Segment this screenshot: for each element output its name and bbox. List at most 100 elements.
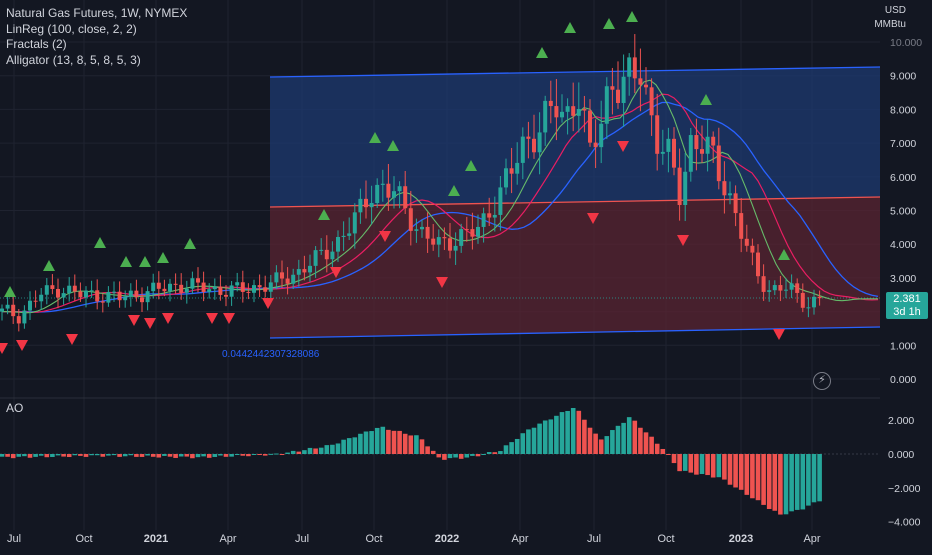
fractal-down-marker bbox=[16, 340, 28, 351]
candle-body bbox=[772, 285, 777, 291]
ao-bar bbox=[156, 454, 162, 458]
candle-body bbox=[229, 285, 234, 297]
ao-bar bbox=[391, 430, 397, 454]
ao-bar bbox=[475, 454, 481, 457]
candle-body bbox=[84, 290, 88, 298]
ao-bar bbox=[307, 447, 313, 454]
ao-bar bbox=[660, 448, 666, 454]
ao-bar bbox=[279, 454, 285, 455]
currency-unit: USD bbox=[884, 5, 906, 16]
candle-body bbox=[207, 289, 212, 293]
candle-body bbox=[268, 282, 273, 292]
candle-body bbox=[397, 186, 402, 192]
candle-body bbox=[616, 89, 620, 104]
symbol-title[interactable]: Natural Gas Futures, 1W, NYMEX bbox=[6, 6, 188, 20]
fractal-up-marker bbox=[120, 256, 132, 267]
ao-bar bbox=[738, 454, 744, 490]
candle-body bbox=[492, 214, 497, 218]
ao-bar bbox=[744, 454, 750, 495]
ao-bar bbox=[509, 442, 514, 454]
ao-bar bbox=[755, 454, 761, 501]
ao-bar bbox=[150, 454, 156, 457]
ao-tick-label: 0.000 bbox=[888, 449, 914, 461]
candle-body bbox=[151, 282, 156, 292]
candle-body bbox=[358, 198, 363, 213]
candle-body bbox=[627, 57, 632, 77]
candle-body bbox=[280, 272, 284, 279]
ao-bar bbox=[274, 453, 279, 455]
ao-bar bbox=[548, 419, 554, 454]
fractals-label[interactable]: Fractals (2) bbox=[6, 37, 67, 51]
candle-body bbox=[308, 265, 312, 273]
candle-body bbox=[436, 237, 441, 245]
ao-bar bbox=[542, 420, 548, 454]
ao-bar bbox=[520, 433, 526, 454]
candle-body bbox=[817, 296, 822, 299]
time-tick-label: Apr bbox=[803, 533, 820, 545]
candle-body bbox=[700, 149, 704, 154]
ao-bar bbox=[425, 446, 430, 454]
last-price-badge: 2.381 3d 1h bbox=[886, 292, 928, 319]
candle-body bbox=[632, 57, 637, 79]
ao-bar bbox=[335, 443, 341, 454]
ao-bar bbox=[486, 452, 492, 454]
price-tick-label: 4.000 bbox=[890, 239, 916, 251]
time-tick-label: Jul bbox=[7, 533, 21, 545]
fractal-up-marker bbox=[387, 140, 399, 151]
ao-bar bbox=[503, 445, 509, 454]
ao-bar bbox=[246, 454, 251, 457]
linreg-label[interactable]: LinReg (100, close, 2, 2) bbox=[6, 21, 137, 36]
candle-body bbox=[33, 300, 38, 302]
candle-body bbox=[61, 293, 66, 298]
candle-body bbox=[72, 285, 77, 292]
ao-bar bbox=[223, 454, 229, 457]
candle-body bbox=[543, 100, 548, 133]
fractal-up-marker bbox=[603, 18, 615, 29]
fractal-up-marker bbox=[43, 260, 55, 271]
candle-body bbox=[156, 282, 161, 289]
fractal-down-marker bbox=[223, 313, 235, 324]
lightning-icon[interactable]: ⚡ bbox=[813, 372, 831, 390]
candle-body bbox=[520, 136, 525, 163]
fractal-up-marker bbox=[369, 132, 381, 143]
ao-bar bbox=[341, 439, 346, 454]
candle-body bbox=[812, 296, 816, 308]
candle-body bbox=[795, 283, 800, 293]
ao-bar bbox=[346, 438, 352, 454]
ao-bar bbox=[464, 454, 470, 458]
alligator-label[interactable]: Alligator (13, 8, 5, 8, 5, 3) bbox=[6, 52, 141, 67]
ao-bar bbox=[565, 410, 570, 454]
candle-body bbox=[140, 297, 144, 303]
ao-bar bbox=[800, 454, 806, 510]
candle-body bbox=[252, 285, 256, 293]
candle-body bbox=[470, 229, 475, 237]
ao-bar bbox=[778, 454, 783, 515]
ao-bar bbox=[257, 454, 262, 455]
ao-bar bbox=[615, 425, 621, 454]
ao-bar bbox=[218, 454, 223, 456]
candle-body bbox=[800, 292, 805, 308]
ao-bar bbox=[604, 436, 610, 454]
ao-bar bbox=[72, 454, 78, 456]
candle-body bbox=[112, 291, 116, 293]
ao-bar bbox=[643, 432, 649, 454]
ao-bar bbox=[492, 452, 498, 454]
ao-bar bbox=[682, 454, 688, 471]
candle-body bbox=[666, 138, 671, 152]
candle-body bbox=[565, 106, 570, 112]
ao-pane-title[interactable]: AO bbox=[6, 401, 24, 415]
candle-body bbox=[644, 84, 648, 88]
ao-bar bbox=[178, 454, 184, 457]
candle-body bbox=[89, 290, 94, 292]
candle-body bbox=[375, 184, 380, 204]
candle-body bbox=[56, 288, 60, 298]
candle-body bbox=[263, 287, 268, 292]
candle-body bbox=[453, 245, 458, 251]
candle-body bbox=[11, 304, 16, 317]
ao-bar bbox=[638, 427, 643, 454]
ao-bar bbox=[772, 454, 778, 511]
ao-bar bbox=[481, 454, 486, 455]
candle-body bbox=[599, 123, 604, 148]
